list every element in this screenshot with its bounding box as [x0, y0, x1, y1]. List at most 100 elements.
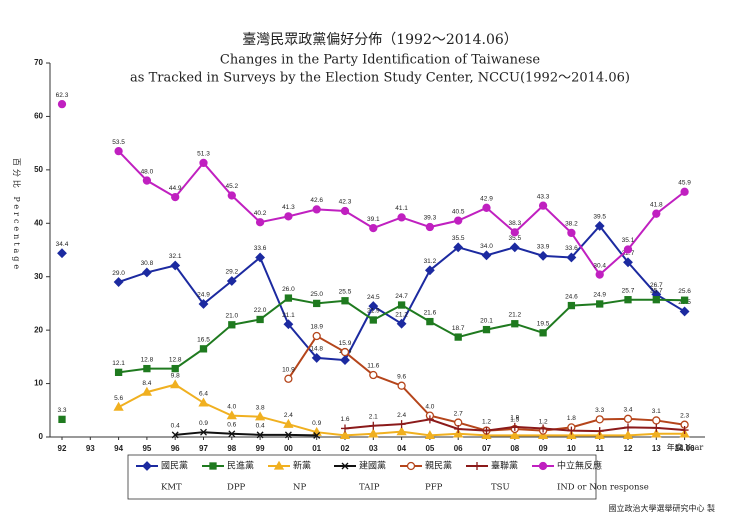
x-tick-label: 10 [567, 444, 576, 453]
data-label: 30.8 [141, 260, 154, 267]
footnote: 國立政治大學選舉研究中心 製 [608, 503, 715, 513]
y-tick-label: 0 [39, 432, 44, 441]
data-label: 0.6 [227, 422, 236, 429]
x-tick-label: 09 [539, 444, 548, 453]
legend-label-en: NP [293, 483, 306, 493]
data-label: 0.9 [312, 420, 321, 427]
marker [652, 209, 661, 218]
marker [624, 296, 632, 304]
legend-label-en: IND or Non response [557, 483, 649, 493]
data-label: 39.3 [424, 215, 437, 222]
marker [624, 423, 632, 432]
marker [58, 415, 66, 424]
data-label: 21.0 [225, 313, 238, 320]
marker [170, 379, 181, 389]
marker [369, 223, 378, 233]
marker [595, 415, 604, 424]
marker [406, 461, 416, 471]
data-label: 12.8 [169, 356, 182, 363]
marker [482, 426, 491, 435]
marker [510, 228, 519, 237]
marker [313, 431, 321, 439]
data-label: 53.5 [112, 139, 125, 146]
marker [283, 418, 294, 428]
data-label: 30.4 [593, 262, 606, 269]
marker [341, 462, 349, 470]
marker [340, 206, 350, 216]
marker [510, 422, 519, 431]
marker [454, 333, 462, 341]
legend-label: 親民黨 [425, 460, 452, 472]
marker [143, 364, 151, 373]
x-tick-label: 07 [482, 444, 491, 453]
marker [596, 300, 604, 308]
marker [680, 187, 689, 196]
data-label: 35.5 [452, 235, 465, 242]
marker [226, 410, 237, 420]
marker [142, 461, 152, 471]
marker [424, 265, 435, 276]
marker [255, 218, 265, 227]
x-tick-label: 13 [652, 444, 661, 453]
marker [113, 277, 124, 287]
series-line [118, 297, 685, 374]
marker [453, 242, 464, 253]
y-tick-label: 40 [34, 218, 43, 227]
data-label: 1.6 [340, 416, 349, 423]
data-label: 34.4 [56, 241, 69, 248]
marker [396, 318, 407, 329]
marker [141, 267, 152, 278]
marker [113, 401, 124, 411]
data-label: 0.9 [199, 420, 208, 427]
y-tick-label: 60 [34, 112, 43, 121]
marker [396, 426, 407, 436]
x-tick-label: 96 [171, 444, 180, 453]
data-label: 25.0 [310, 291, 323, 298]
data-label: 0.4 [256, 423, 265, 430]
marker [473, 462, 481, 470]
data-label: 8.4 [142, 380, 151, 387]
marker [566, 252, 577, 263]
legend-label-en: TSU [491, 483, 510, 493]
data-label: 24.6 [565, 293, 578, 300]
marker [114, 147, 123, 156]
data-label: 5.6 [114, 395, 123, 402]
marker [142, 176, 152, 185]
marker [652, 416, 661, 425]
data-label: 25.6 [678, 288, 691, 295]
x-tick-label: 97 [199, 444, 208, 453]
marker [453, 428, 464, 438]
marker [397, 420, 406, 429]
marker [538, 201, 548, 210]
marker [509, 242, 520, 253]
x-tick-label: 08 [510, 444, 519, 453]
marker [171, 431, 179, 439]
data-label: 1.2 [539, 418, 548, 425]
marker [481, 430, 492, 440]
marker [284, 431, 292, 439]
data-label: 22.0 [254, 307, 267, 314]
data-label: 4.0 [227, 403, 236, 410]
data-label: 32.1 [169, 253, 182, 260]
marker [256, 431, 264, 439]
marker [567, 301, 576, 310]
data-label: 39.5 [593, 214, 606, 221]
marker [424, 430, 436, 440]
legend-label: 民進黨 [227, 460, 254, 472]
data-label: 39.1 [367, 216, 380, 223]
marker [57, 99, 67, 109]
x-tick-label: 04 [397, 444, 406, 453]
marker [651, 428, 662, 438]
data-label: 18.9 [310, 324, 323, 331]
marker [199, 158, 208, 168]
marker [369, 316, 377, 324]
data-label: 33.6 [565, 245, 578, 252]
marker [226, 276, 237, 286]
marker [171, 192, 180, 202]
data-label: 0.4 [171, 423, 180, 430]
marker [511, 320, 519, 328]
marker [454, 424, 463, 433]
marker [369, 421, 378, 430]
data-label: 31.2 [424, 258, 437, 265]
